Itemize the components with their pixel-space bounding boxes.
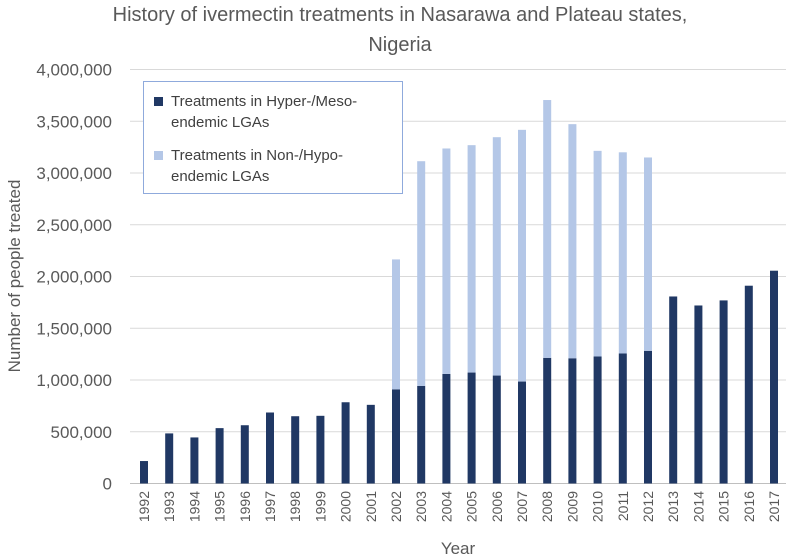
x-tick-label: 1992 (136, 491, 152, 522)
bar-hyper-meso-2017 (770, 270, 778, 484)
y-tick-label: 1,000,000 (36, 371, 112, 390)
bar-hyper-meso-2012 (644, 350, 652, 484)
x-tick-label: 2013 (665, 491, 681, 522)
bar-hyper-meso-1992 (140, 461, 148, 484)
legend-item-hyper-meso: Treatments in Hyper-/Meso-endemic LGAs (154, 91, 357, 133)
x-tick-label: 2015 (716, 491, 732, 522)
bar-non-hypo-2012 (644, 157, 652, 351)
x-tick-label: 2003 (413, 491, 429, 522)
x-tick-label: 1993 (161, 491, 177, 522)
x-tick-label: 2017 (766, 491, 782, 522)
x-tick-label: 2008 (539, 491, 555, 522)
y-tick-label: 2,500,000 (36, 216, 112, 235)
bar-hyper-meso-2008 (543, 357, 552, 484)
bar-non-hypo-2010 (593, 150, 602, 357)
bar-hyper-meso-2005 (467, 372, 476, 484)
y-tick-label: 4,000,000 (36, 61, 112, 80)
bar-non-hypo-2007 (518, 129, 526, 382)
x-tick-label: 2016 (741, 491, 757, 522)
x-tick-label: 2009 (564, 491, 580, 522)
legend-label-line: Treatments in Non-/Hypo- (171, 147, 344, 164)
y-tick-label: 1,500,000 (36, 319, 112, 338)
x-tick-label: 2002 (388, 491, 404, 522)
legend-label-non-hypo: Treatments in Non-/Hypo-endemic LGAs (171, 145, 343, 187)
bar-hyper-meso-2007 (518, 381, 526, 484)
x-tick-label: 1995 (212, 491, 228, 522)
x-axis-title: Year (441, 539, 476, 558)
bar-hyper-meso-1994 (190, 437, 199, 484)
x-tick-label: 2005 (464, 491, 480, 522)
x-tick-label: 2012 (640, 491, 656, 522)
legend-label-line: Treatments in Hyper-/Meso- (171, 93, 358, 110)
legend-label-line: endemic LGAs (171, 114, 270, 131)
x-tick-label: 2000 (338, 491, 354, 522)
bar-hyper-meso-2006 (492, 375, 501, 484)
legend-item-non-hypo: Treatments in Non-/Hypo-endemic LGAs (154, 145, 343, 187)
x-tick-label: 2006 (489, 491, 505, 522)
bar-hyper-meso-2014 (694, 305, 703, 484)
bar-hyper-meso-2002 (392, 389, 400, 484)
x-tick-label: 2011 (615, 491, 631, 521)
bar-hyper-meso-2009 (568, 358, 577, 484)
x-tick-label: 2007 (514, 491, 530, 522)
bar-non-hypo-2005 (467, 145, 476, 373)
chart-title: History of ivermectin treatments in Nasa… (112, 4, 688, 56)
y-tick-label: 0 (103, 475, 112, 494)
bar-hyper-meso-2011 (618, 353, 627, 484)
x-tick-label: 1999 (312, 491, 328, 522)
bar-non-hypo-2003 (417, 161, 426, 386)
legend-label-line: endemic LGAs (171, 168, 270, 185)
legend-swatch-hyper-meso (154, 97, 163, 106)
legend-label-hyper-meso: Treatments in Hyper-/Meso-endemic LGAs (171, 91, 357, 133)
x-tick-label: 1994 (186, 491, 202, 522)
bar-hyper-meso-2010 (593, 356, 602, 484)
bar-hyper-meso-2015 (719, 300, 728, 484)
bar-non-hypo-2011 (618, 152, 627, 354)
x-tick-label: 1998 (287, 491, 303, 522)
y-axis-title: Number of people treated (5, 180, 24, 373)
x-tick-label: 2004 (438, 491, 454, 522)
bar-non-hypo-2006 (492, 137, 501, 376)
bar-non-hypo-2004 (442, 148, 451, 374)
bar-hyper-meso-1996 (240, 425, 249, 484)
y-tick-label: 3,500,000 (36, 112, 112, 131)
bar-hyper-meso-2016 (744, 285, 753, 484)
y-tick-label: 500,000 (51, 423, 112, 442)
bar-hyper-meso-1997 (266, 412, 274, 484)
y-tick-label: 2,000,000 (36, 268, 112, 287)
bar-hyper-meso-2000 (341, 402, 350, 484)
bar-hyper-meso-2003 (417, 385, 426, 484)
bar-hyper-meso-1995 (215, 428, 224, 484)
legend: Treatments in Hyper-/Meso-endemic LGAs T… (143, 81, 403, 194)
x-tick-label: 2014 (690, 491, 706, 522)
y-tick-label: 3,000,000 (36, 164, 112, 183)
x-tick-label: 2010 (590, 491, 606, 522)
bar-non-hypo-2009 (568, 124, 577, 359)
x-tick-label: 1996 (237, 491, 253, 522)
x-tick-label: 2001 (363, 491, 379, 522)
bar-hyper-meso-1998 (291, 416, 300, 484)
legend-swatch-non-hypo (154, 151, 163, 160)
bar-hyper-meso-2004 (442, 373, 451, 484)
bar-non-hypo-2002 (392, 259, 400, 390)
bar-hyper-meso-2001 (366, 404, 375, 484)
bar-hyper-meso-1993 (165, 433, 174, 484)
bar-hyper-meso-1999 (316, 415, 325, 484)
bar-hyper-meso-2013 (669, 296, 678, 484)
x-tick-label: 1997 (262, 491, 278, 522)
bar-non-hypo-2008 (543, 100, 552, 358)
